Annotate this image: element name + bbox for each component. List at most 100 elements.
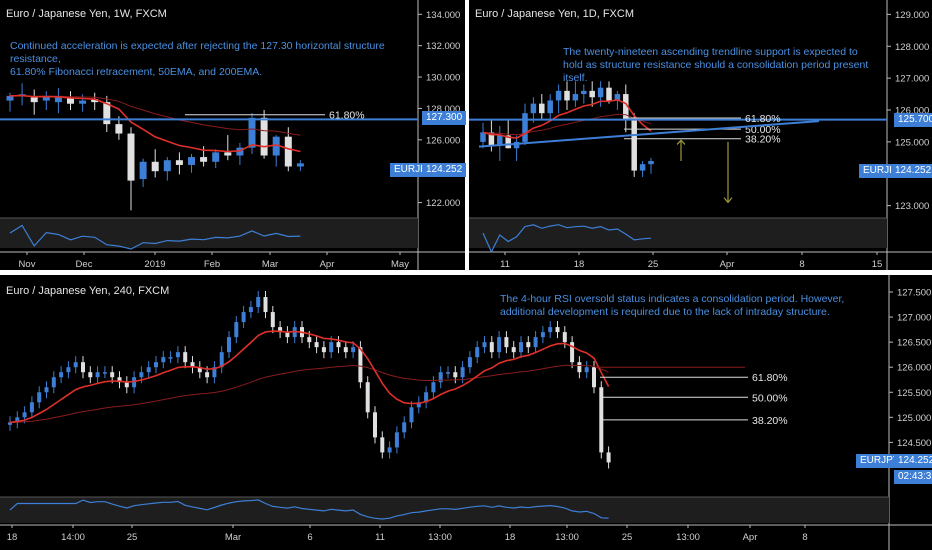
panel-divider-horizontal: [0, 270, 932, 275]
candle-body: [614, 94, 621, 101]
candle-body: [42, 95, 50, 101]
fib-level-label: 50.00%: [752, 392, 788, 404]
y-tick-label: 129.000: [895, 10, 929, 21]
candle-body: [110, 372, 115, 378]
h4-candle-timer: 02:43:31: [894, 470, 932, 484]
candle-body: [589, 90, 595, 98]
candle-body: [6, 95, 14, 101]
fib-level-label: 61.80%: [752, 372, 788, 384]
x-tick-label: 25: [648, 259, 659, 270]
candle-body: [163, 160, 171, 172]
candle-body: [547, 100, 553, 114]
h4-chart-title: Euro / Japanese Yen, 240, FXCM: [6, 285, 170, 297]
candle-body: [139, 372, 144, 378]
x-tick-label: 14:00: [61, 532, 85, 543]
x-tick-label: Mar: [262, 259, 278, 270]
candle-body: [373, 412, 377, 438]
candle-body: [59, 372, 64, 378]
candle-body: [467, 357, 472, 368]
daily-chart-panel[interactable]: 129.000128.000127.000126.000125.000124.0…: [469, 0, 932, 270]
x-tick-label: Dec: [76, 259, 93, 270]
x-tick-label: 25: [127, 532, 138, 543]
rsi-line: [9, 224, 301, 250]
candle-body: [115, 124, 123, 134]
candle-body: [91, 99, 99, 103]
candle-body: [488, 132, 495, 146]
candle-body: [475, 347, 480, 358]
candle-body: [51, 377, 56, 388]
candle-body: [424, 392, 429, 403]
ema-50-line: [9, 330, 610, 424]
candle-body: [489, 342, 494, 353]
y-tick-label: 126.000: [897, 363, 931, 374]
y-tick-label: 134.000: [426, 10, 460, 21]
candle-body: [522, 113, 528, 142]
candle-body: [572, 94, 579, 101]
rsi-pane: [0, 218, 418, 248]
candle-body: [54, 97, 62, 103]
y-tick-label: 127.500: [897, 288, 931, 299]
rsi-pane: [469, 218, 887, 248]
candle-body: [67, 97, 74, 104]
daily-chart-svg[interactable]: 129.000128.000127.000126.000125.000124.0…: [469, 0, 932, 270]
candle-body: [329, 342, 334, 353]
candle-body: [168, 357, 173, 359]
candle-body: [278, 327, 283, 333]
y-tick-label: 128.000: [895, 42, 929, 53]
candle-body: [343, 347, 348, 353]
candle-body: [146, 367, 151, 373]
candle-body: [22, 412, 27, 418]
daily-note-line-1: The twenty-nineteen ascending trendline …: [563, 46, 858, 58]
rsi-line: [482, 224, 652, 254]
candle-body: [224, 152, 232, 156]
candle-body: [336, 342, 341, 348]
x-tick-label: 11: [375, 532, 385, 543]
candle-body: [248, 117, 256, 148]
candle-body: [263, 297, 268, 313]
candle-body: [8, 422, 12, 425]
candle-body: [212, 367, 217, 378]
panel-divider-vertical: [465, 0, 469, 270]
y-tick-label: 125.000: [895, 137, 929, 148]
x-tick-label: 2019: [144, 259, 165, 270]
y-tick-label: 125.000: [897, 413, 931, 424]
h4-chart-svg[interactable]: 127.500 127.000 126.500 126.000 125.500 125.0…: [0, 275, 932, 550]
candle-body: [183, 352, 188, 363]
candle-body: [416, 402, 421, 408]
candle-body: [296, 163, 304, 167]
x-tick-label: 18: [7, 532, 18, 543]
h4-price-tag: 124.252: [894, 454, 932, 468]
candle-body: [497, 337, 502, 353]
y-tick-label: 127.000: [895, 74, 929, 85]
candle-body: [606, 452, 611, 463]
weekly-chart-panel[interactable]: 134.000132.000130.000128.000126.000124.0…: [0, 0, 467, 270]
candle-body: [387, 447, 392, 453]
candle-body: [321, 347, 326, 353]
candle-body: [562, 332, 567, 343]
candle-body: [639, 164, 646, 171]
candle-body: [623, 94, 629, 120]
candle-body: [285, 332, 290, 338]
candle-body: [460, 367, 465, 378]
candle-body: [95, 372, 100, 378]
h4-chart-panel[interactable]: 127.500 127.000 126.500 126.000 125.500 125.0…: [0, 275, 932, 550]
ema-200-line: [9, 364, 609, 423]
daily-price-tag: 124.252: [891, 164, 932, 178]
weekly-chart-svg[interactable]: 134.000132.000130.000128.000126.000124.0…: [0, 0, 465, 270]
candle-body: [248, 307, 253, 313]
candle-body: [151, 161, 159, 172]
candle-body: [200, 157, 208, 162]
candle-body: [577, 362, 582, 373]
candle-body: [260, 117, 268, 156]
candle-body: [548, 327, 553, 333]
candle-body: [132, 377, 137, 388]
x-tick-label: Nov: [19, 259, 36, 270]
daily-note-line-2: hold as structure resistance should a co…: [563, 59, 869, 84]
candle-body: [380, 437, 385, 453]
x-tick-label: 13:00: [428, 532, 452, 543]
y-tick-label: 130.000: [426, 73, 460, 84]
candle-body: [511, 347, 516, 353]
candle-body: [127, 133, 135, 181]
weekly-chart-title: Euro / Japanese Yen, 1W, FXCM: [6, 8, 167, 20]
candle-body: [606, 87, 612, 101]
